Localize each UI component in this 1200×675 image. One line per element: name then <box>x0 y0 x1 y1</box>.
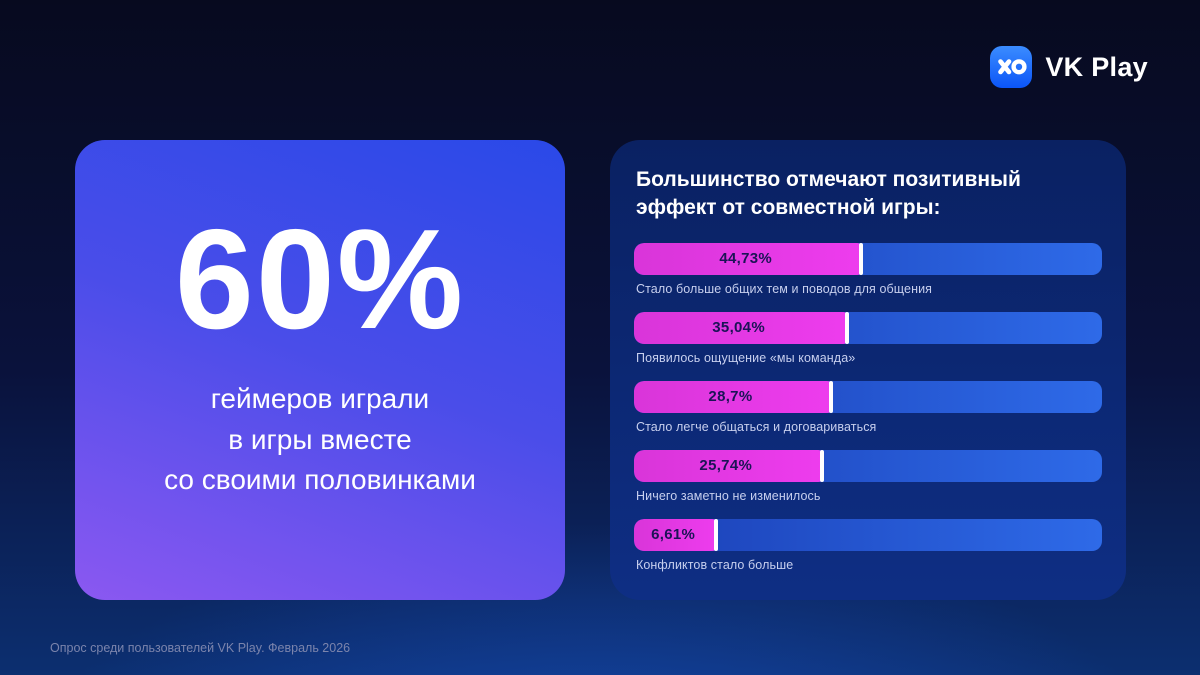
bar-track: 44,73% <box>634 242 1102 275</box>
bar-track: 28,7% <box>634 380 1102 413</box>
stat-description: геймеров играли в игры вместе со своими … <box>164 379 476 501</box>
bar-value-label: 6,61% <box>651 526 696 544</box>
bar-fill: 44,73% <box>634 242 864 275</box>
stat-description-line: со своими половинками <box>164 464 476 496</box>
bar-group: 6,61% Конфликтов стало больше <box>634 518 1102 572</box>
bar-track: 35,04% <box>634 311 1102 344</box>
bar-fill: 35,04% <box>634 311 850 344</box>
chart-card: Большинство отмечают позитивный эффект о… <box>610 140 1126 600</box>
survey-footnote: Опрос среди пользователей VK Play. Февра… <box>50 641 351 655</box>
bar-category-label: Ничего заметно не изменилось <box>636 488 821 503</box>
bar-value-label: 35,04% <box>712 319 765 337</box>
bar-track: 25,74% <box>634 449 1102 482</box>
bar-group: 25,74% Ничего заметно не изменилось <box>634 449 1102 503</box>
bar-category-label: Появилось ощущение «мы команда» <box>636 350 856 365</box>
bar-chart: 44,73% Стало больше общих тем и поводов … <box>634 242 1102 572</box>
bar-value-label: 28,7% <box>708 388 753 406</box>
bar-category-label: Стало больше общих тем и поводов для общ… <box>636 281 933 296</box>
bar-value-label: 44,73% <box>719 250 772 268</box>
stat-card: 60% геймеров играли в игры вместе со сво… <box>75 140 565 600</box>
bar-fill: 25,74% <box>634 449 824 482</box>
bar-category-label: Стало легче общаться и договариваться <box>636 419 877 434</box>
bar-group: 44,73% Стало больше общих тем и поводов … <box>634 242 1102 296</box>
bar-fill: 6,61% <box>634 518 719 551</box>
stat-description-line: геймеров играли <box>210 383 430 415</box>
vk-play-logo-text: VK Play <box>1045 51 1148 82</box>
bar-value-label: 25,74% <box>699 457 753 475</box>
stat-description-line: в игры вместе <box>228 423 412 455</box>
bar-fill: 28,7% <box>634 380 833 413</box>
bar-group: 35,04% Появилось ощущение «мы команда» <box>634 311 1102 365</box>
bar-group: 28,7% Стало легче общаться и договариват… <box>634 380 1102 434</box>
bar-track: 6,61% <box>634 518 1102 551</box>
big-stat-value: 60% <box>174 200 466 360</box>
vk-play-logo-icon <box>990 46 1033 88</box>
vk-play-logo: VK Play <box>990 46 1148 88</box>
chart-title: Большинство отмечают позитивный эффект о… <box>636 168 1021 220</box>
bar-category-label: Конфликтов стало больше <box>636 557 794 572</box>
